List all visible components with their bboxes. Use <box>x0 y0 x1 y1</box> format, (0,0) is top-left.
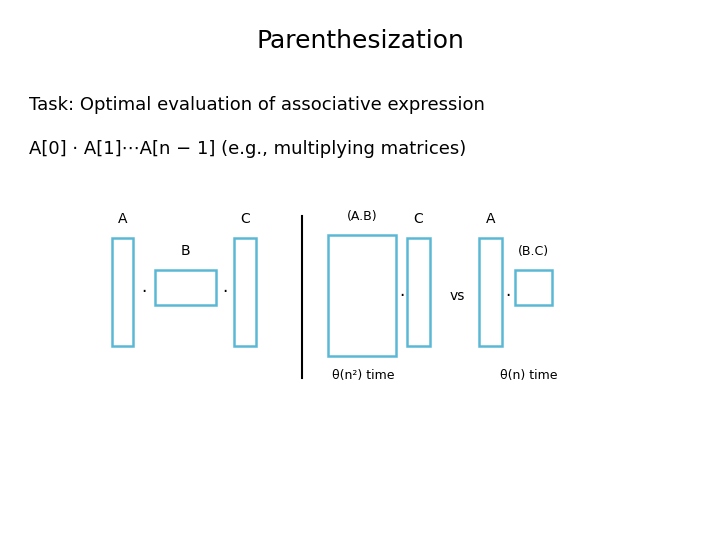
Text: vs: vs <box>449 289 465 302</box>
Text: ·: · <box>141 282 147 301</box>
Bar <box>515 270 552 305</box>
Text: ·: · <box>505 287 511 305</box>
Text: A[0] · A[1]⋯A[n − 1] (e.g., multiplying matrices): A[0] · A[1]⋯A[n − 1] (e.g., multiplying … <box>29 139 466 158</box>
Text: (A.B): (A.B) <box>346 210 377 223</box>
Text: Parenthesization: Parenthesization <box>256 29 464 52</box>
Bar <box>234 238 256 346</box>
Bar <box>155 270 216 305</box>
Text: A: A <box>117 212 127 226</box>
Bar <box>328 235 396 356</box>
Text: θ(n²) time: θ(n²) time <box>333 369 395 382</box>
Text: θ(n) time: θ(n) time <box>500 369 558 382</box>
Text: A: A <box>485 212 495 226</box>
Bar <box>479 238 502 346</box>
Bar <box>112 238 133 346</box>
Text: (B.C): (B.C) <box>518 245 549 258</box>
Text: C: C <box>413 212 423 226</box>
Text: ·: · <box>399 287 404 305</box>
Text: C: C <box>240 212 250 226</box>
Text: Task: Optimal evaluation of associative expression: Task: Optimal evaluation of associative … <box>29 96 485 114</box>
Bar <box>407 238 430 346</box>
Text: B: B <box>181 244 190 258</box>
Text: ·: · <box>222 282 228 301</box>
